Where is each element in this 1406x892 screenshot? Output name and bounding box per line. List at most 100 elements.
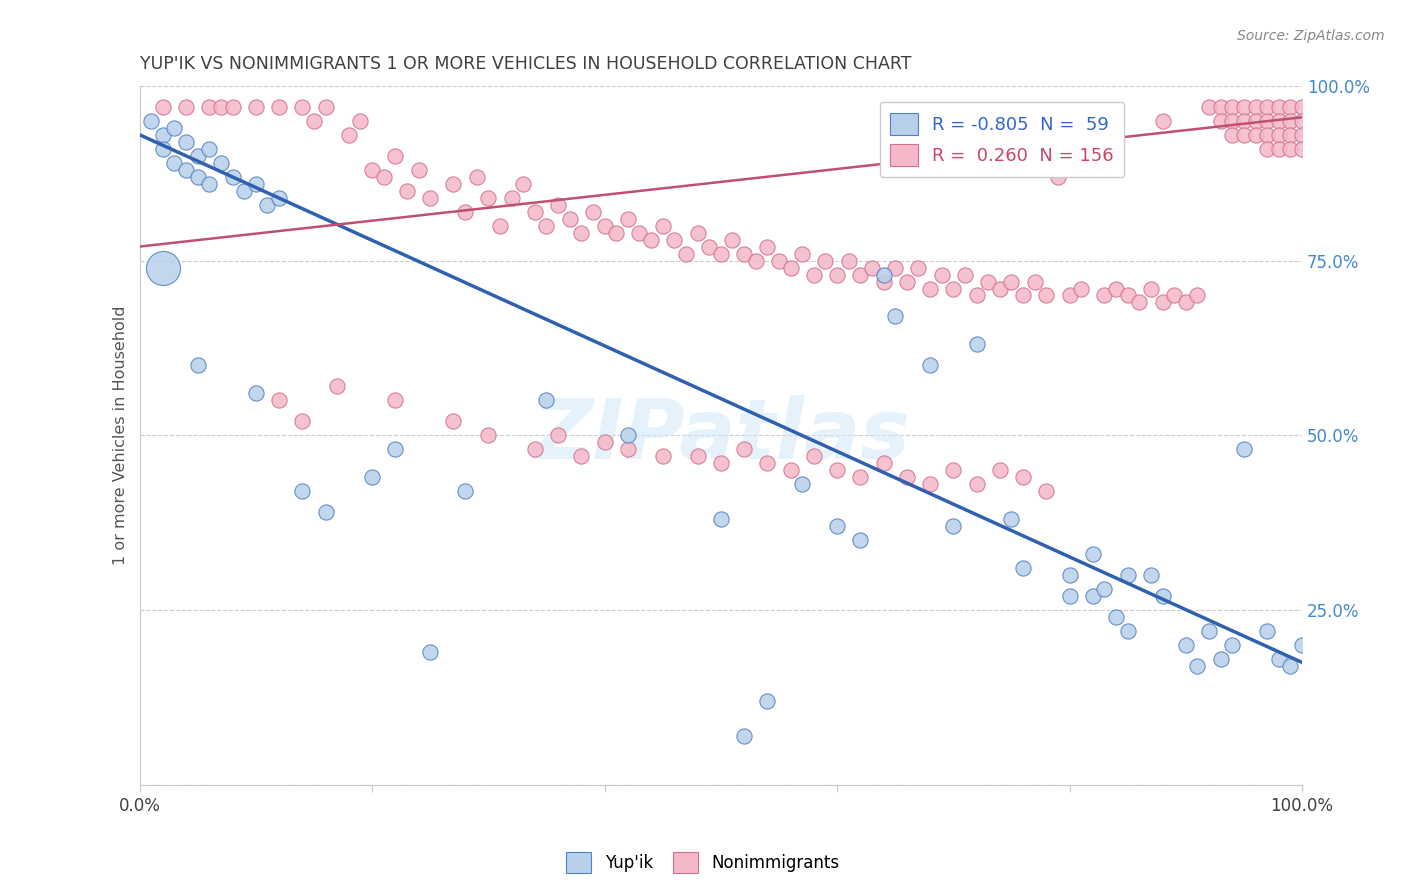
Point xyxy=(198,100,221,114)
Point xyxy=(152,100,174,114)
Point xyxy=(1291,638,1313,652)
Point xyxy=(1105,281,1128,295)
Point xyxy=(896,275,918,289)
Point xyxy=(187,149,209,163)
Point xyxy=(267,100,290,114)
Point xyxy=(536,393,558,408)
Point xyxy=(1291,142,1313,156)
Point xyxy=(187,359,209,373)
Point xyxy=(1279,113,1302,128)
Point xyxy=(419,645,441,659)
Point xyxy=(384,149,406,163)
Point xyxy=(918,281,941,295)
Point xyxy=(408,162,430,177)
Point xyxy=(1233,113,1256,128)
Point xyxy=(256,197,278,211)
Point xyxy=(664,233,686,247)
Point xyxy=(1256,100,1278,114)
Point xyxy=(988,463,1011,477)
Point xyxy=(1187,659,1209,673)
Point xyxy=(1268,142,1291,156)
Point xyxy=(547,197,569,211)
Point xyxy=(931,268,953,282)
Point xyxy=(884,260,907,275)
Point xyxy=(1256,113,1278,128)
Point xyxy=(1233,442,1256,457)
Point xyxy=(315,505,337,519)
Point xyxy=(779,260,801,275)
Point xyxy=(512,177,534,191)
Point xyxy=(1012,561,1035,575)
Point xyxy=(825,268,848,282)
Point xyxy=(174,162,197,177)
Point xyxy=(501,191,523,205)
Point xyxy=(221,100,243,114)
Point xyxy=(849,533,872,548)
Point xyxy=(337,128,360,142)
Point xyxy=(675,246,697,260)
Point xyxy=(1291,100,1313,114)
Point xyxy=(1209,652,1232,666)
Point xyxy=(1081,547,1104,561)
Point xyxy=(744,253,766,268)
Point xyxy=(1059,568,1081,582)
Point xyxy=(1268,113,1291,128)
Point xyxy=(1209,100,1232,114)
Point xyxy=(419,191,441,205)
Point xyxy=(593,219,616,233)
Point xyxy=(361,162,384,177)
Point xyxy=(1094,582,1116,596)
Point xyxy=(721,233,744,247)
Point xyxy=(267,393,290,408)
Point xyxy=(1094,288,1116,302)
Point xyxy=(988,281,1011,295)
Point xyxy=(1035,484,1057,499)
Point xyxy=(1268,100,1291,114)
Point xyxy=(953,268,976,282)
Point xyxy=(267,191,290,205)
Point xyxy=(1024,275,1046,289)
Text: Source: ZipAtlas.com: Source: ZipAtlas.com xyxy=(1237,29,1385,43)
Point xyxy=(523,442,546,457)
Text: ZIPatlas: ZIPatlas xyxy=(531,395,910,475)
Point xyxy=(1012,288,1035,302)
Point xyxy=(1105,610,1128,624)
Point xyxy=(245,386,267,401)
Point xyxy=(733,442,755,457)
Point xyxy=(1268,128,1291,142)
Point xyxy=(710,456,733,470)
Point xyxy=(384,442,406,457)
Point xyxy=(441,177,464,191)
Legend: Yup'ik, Nonimmigrants: Yup'ik, Nonimmigrants xyxy=(560,846,846,880)
Point xyxy=(489,219,512,233)
Point xyxy=(1070,281,1092,295)
Point xyxy=(1220,100,1243,114)
Point xyxy=(977,275,1000,289)
Point xyxy=(245,177,267,191)
Point xyxy=(291,414,314,428)
Point xyxy=(686,449,709,463)
Point xyxy=(1256,624,1278,638)
Point xyxy=(1116,568,1139,582)
Point xyxy=(465,169,488,184)
Legend: R = -0.805  N =  59, R =  0.260  N = 156: R = -0.805 N = 59, R = 0.260 N = 156 xyxy=(880,102,1125,177)
Point xyxy=(966,477,988,491)
Point xyxy=(536,219,558,233)
Point xyxy=(918,359,941,373)
Point xyxy=(1244,100,1267,114)
Point xyxy=(1012,470,1035,484)
Point xyxy=(768,253,790,268)
Point xyxy=(942,281,965,295)
Point xyxy=(966,288,988,302)
Point xyxy=(1163,288,1185,302)
Point xyxy=(361,470,384,484)
Point xyxy=(803,268,825,282)
Point xyxy=(756,694,779,708)
Point xyxy=(1209,113,1232,128)
Point xyxy=(547,428,569,442)
Point xyxy=(1233,128,1256,142)
Point xyxy=(1187,288,1209,302)
Point xyxy=(860,260,883,275)
Point xyxy=(523,204,546,219)
Point xyxy=(792,477,814,491)
